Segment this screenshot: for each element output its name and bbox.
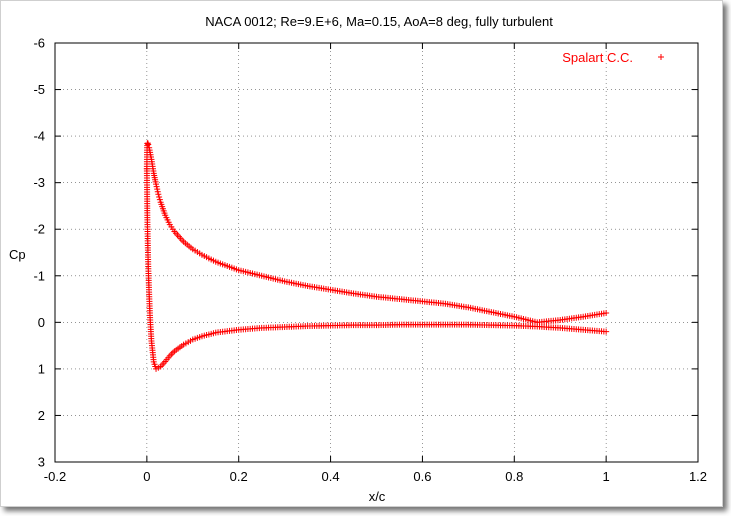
x-tick-label: 0.2 (230, 469, 248, 484)
y-tick-label: -5 (33, 82, 45, 97)
x-tick-label: 1 (603, 469, 610, 484)
data-points (143, 140, 610, 372)
y-tick-label: -3 (33, 175, 45, 190)
legend-marker (658, 54, 664, 60)
legend-label: Spalart C.C. (562, 50, 633, 65)
lower-surface-point (603, 328, 610, 335)
y-tick-label: 0 (38, 315, 45, 330)
upper-surface-point (156, 193, 163, 200)
upper-surface-point (155, 191, 162, 198)
plot-area-border (54, 42, 699, 463)
y-tick-label: 2 (38, 408, 45, 423)
chart-title: NACA 0012; Re=9.E+6, Ma=0.15, AoA=8 deg,… (205, 14, 553, 29)
upper-surface-point (156, 196, 163, 203)
y-tick-label: -4 (33, 129, 45, 144)
upper-surface-point (157, 199, 164, 206)
y-tick-label: 3 (38, 455, 45, 470)
upper-surface-point (153, 183, 160, 190)
x-tick-label: 0.6 (413, 469, 431, 484)
upper-surface-point (154, 188, 161, 195)
x-tick-label: 1.2 (689, 469, 707, 484)
legend-plus-marker (658, 54, 664, 60)
y-tick-label: -1 (33, 268, 45, 283)
lower-surface-point (169, 349, 176, 356)
y-axis-label: Cp (9, 247, 26, 262)
y-tick-label: -6 (33, 36, 45, 51)
upper-surface-point (154, 186, 161, 193)
lower-surface-point (168, 351, 175, 358)
y-tick-label: -2 (33, 222, 45, 237)
axis-ticks: -0.2 0 0.2 0.4 0.6 0.8 1 1.2 -6 -5 -4 -3 -2 -1 0 1 2 3 (33, 36, 707, 485)
y-tick-label: 1 (38, 361, 45, 376)
grid-lines (55, 43, 698, 462)
x-axis-label: x/c (369, 489, 386, 504)
plot-window: NACA 0012; Re=9.E+6, Ma=0.15, AoA=8 deg,… (0, 0, 723, 507)
x-tick-label: -0.2 (44, 469, 66, 484)
x-tick-label: 0.8 (505, 469, 523, 484)
x-tick-label: 0.4 (322, 469, 340, 484)
x-tick-label: 0 (143, 469, 150, 484)
